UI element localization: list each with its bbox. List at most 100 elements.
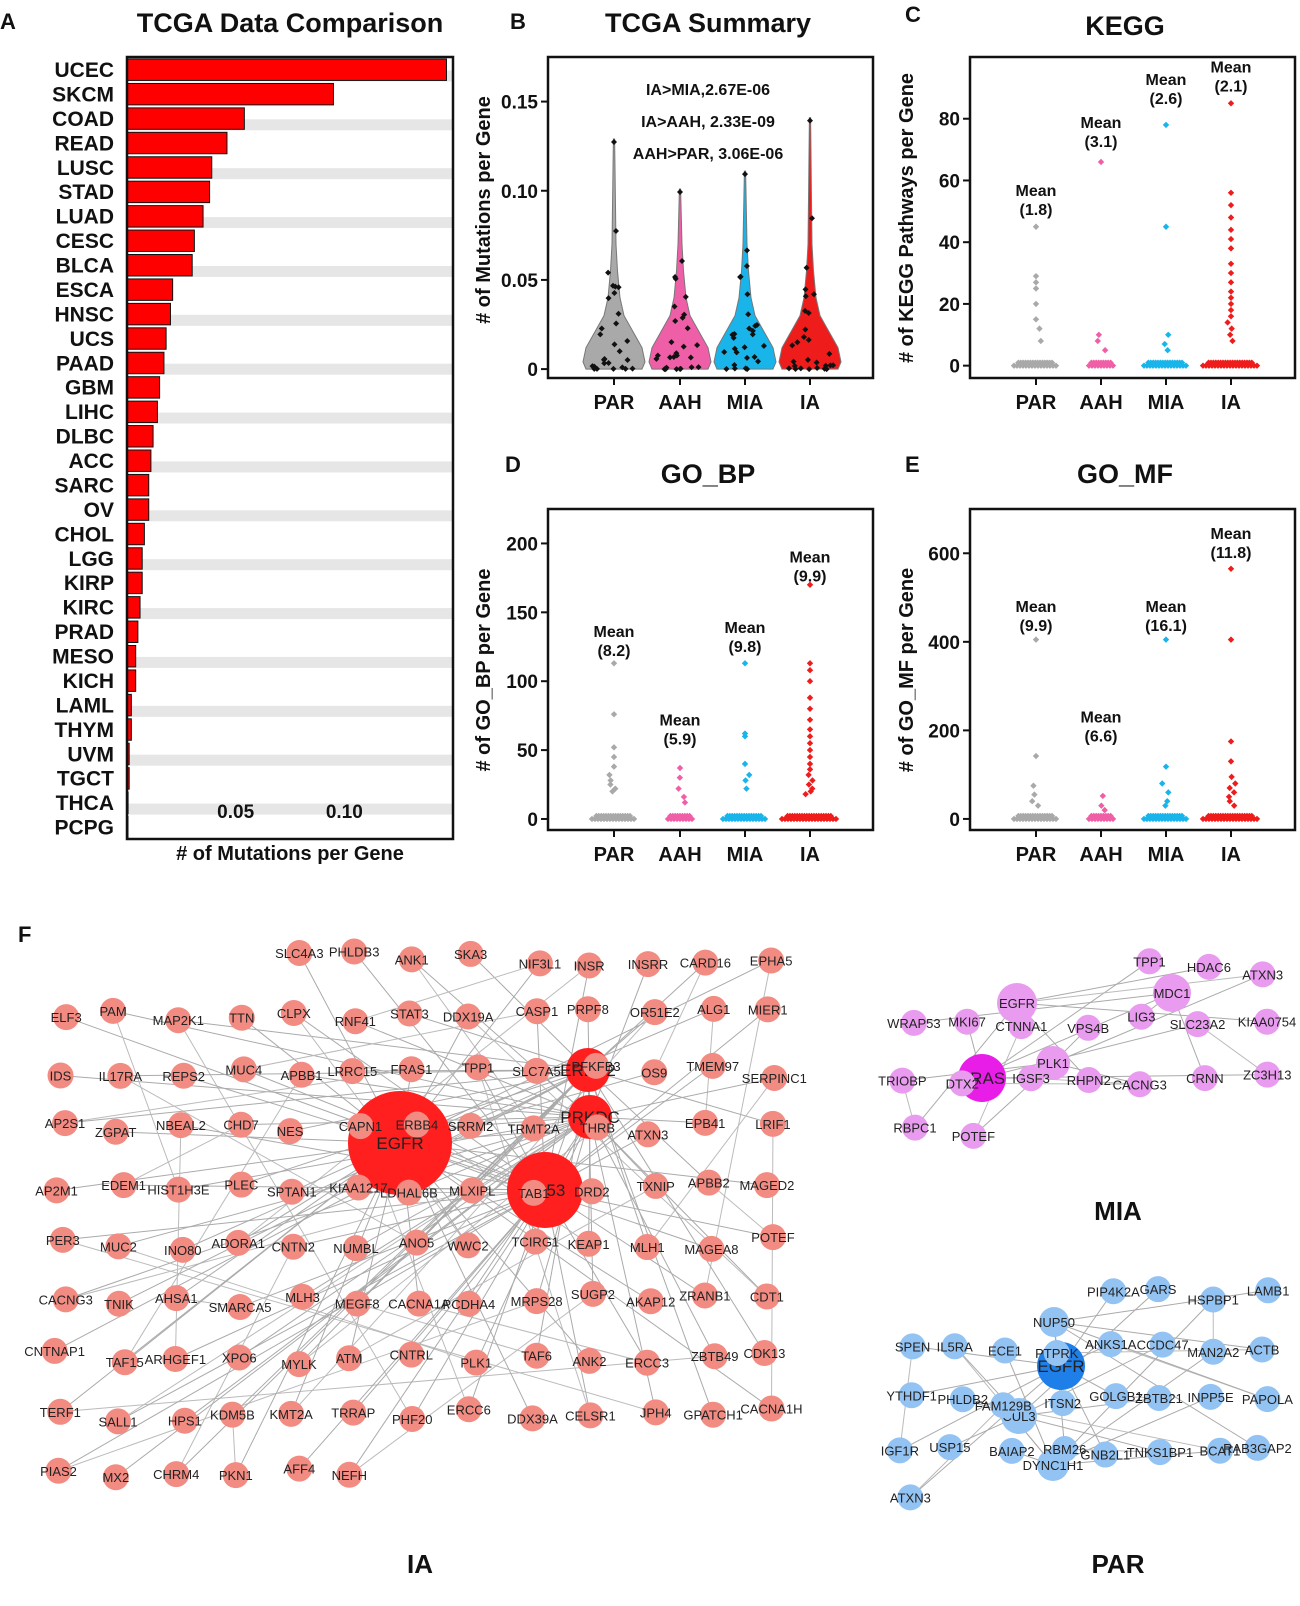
d-mean-value-ia: (9.9) <box>794 569 827 586</box>
e-point-base <box>1178 812 1186 820</box>
d-ytick-label: 50 <box>517 741 538 762</box>
ia-edge <box>409 1013 589 1071</box>
b-point <box>629 365 636 372</box>
c-xtick-label-ia: IA <box>1221 392 1241 414</box>
c-plot: 0 20 40 60 80 PAR AAH MIA IA Mean (1.8) Mean (3.1) Me… <box>939 55 1297 414</box>
par-node-label-phldb2: PHLDB2 <box>938 1392 989 1407</box>
mia-node-label-kiaa0754: KIAA0754 <box>1238 1015 1297 1030</box>
mia-node-wrap53 <box>900 1009 927 1036</box>
d-point-ia <box>809 777 816 784</box>
a-category-stad: STAD <box>58 181 114 204</box>
mia-edge <box>1052 973 1263 1064</box>
ia-node-tpp1 <box>464 1054 491 1081</box>
d-point-mia <box>746 771 753 779</box>
ia-node-label-muc4: MUC4 <box>225 1062 262 1077</box>
b-point <box>663 364 670 371</box>
b-violin-par <box>582 138 646 370</box>
d-point-ia <box>806 694 814 701</box>
ia-node-label-epb41: EPB41 <box>685 1116 725 1131</box>
par-node-label-inpp5e: INPP5E <box>1187 1390 1234 1405</box>
mia-node-atxn3 <box>1249 961 1276 988</box>
ia-node-mylk <box>286 1351 313 1378</box>
a-stripe <box>127 656 453 668</box>
ia-edge <box>235 1142 401 1476</box>
a-category-blca: BLCA <box>56 255 114 278</box>
ia-node-kdm5b <box>219 1401 246 1428</box>
b-point <box>615 310 622 317</box>
ia-node-label-mrps28: MRPS28 <box>511 1294 563 1309</box>
ia-edge <box>120 1075 417 1244</box>
par-node-rab3gap2 <box>1244 1434 1271 1461</box>
ia-node-kmt2a <box>278 1400 305 1427</box>
ia-node-label-sugp2: SUGP2 <box>571 1287 615 1302</box>
b-point <box>591 363 598 370</box>
c-ytick-label: 20 <box>939 295 960 316</box>
b-violin-ia <box>778 117 842 370</box>
ia-node-epha5 <box>758 947 785 974</box>
a-category-kirp: KIRP <box>64 572 114 595</box>
panel-label-c: C <box>905 2 921 27</box>
a-category-ucs: UCS <box>70 328 114 351</box>
ia-node-label-cntn2: CNTN2 <box>272 1240 315 1255</box>
c-ytick-label: 0 <box>949 357 960 378</box>
ia-node-ldhal6b <box>395 1179 422 1206</box>
mia-node-label-cacng3: CACNG3 <box>1113 1077 1167 1092</box>
ia-node-txnip <box>642 1172 669 1199</box>
ia-node-nif3l1 <box>526 950 553 977</box>
ia-node-erbb4 <box>403 1111 430 1138</box>
c-point-par <box>1032 279 1040 286</box>
b-point-max <box>742 171 748 178</box>
par-node-baiap2 <box>998 1437 1025 1464</box>
d-mean-label-aah: Mean <box>660 712 701 729</box>
ia-node-ska3 <box>457 940 484 967</box>
ia-node-label-ttn: TTN <box>229 1011 254 1026</box>
b-point <box>610 365 617 372</box>
b-point <box>830 362 837 369</box>
a-category-ov: OV <box>84 499 114 522</box>
d-point-base <box>630 815 638 823</box>
b-point <box>611 341 618 348</box>
ia-node-label-adora1: ADORA1 <box>211 1236 264 1251</box>
ia-node-label-plec: PLEC <box>224 1178 258 1193</box>
network-label-mia: MIA <box>1094 1196 1142 1226</box>
ia-node-elf3 <box>53 1004 80 1031</box>
a-xtick-label: 0.10 <box>326 802 363 823</box>
ia-node-rnf41 <box>342 1008 369 1035</box>
par-node-gars <box>1145 1276 1172 1303</box>
ia-node-label-ino80: INO80 <box>164 1243 202 1258</box>
b-point <box>744 291 751 298</box>
a-category-read: READ <box>54 132 114 155</box>
c-point-ia <box>1226 331 1234 338</box>
d-frame <box>546 507 875 832</box>
ia-node-label-kdm5b: KDM5B <box>210 1408 255 1423</box>
ia-node-label-tab1: TAB1 <box>518 1186 550 1201</box>
e-point-ia <box>1226 784 1233 792</box>
mia-node-label-crnn: CRNN <box>1186 1071 1224 1086</box>
ia-node-label-nif3l1: NIF3L1 <box>519 956 562 971</box>
a-stripe <box>127 705 453 717</box>
ia-node-pkn1 <box>222 1462 249 1489</box>
b-point <box>805 310 812 317</box>
ia-node-label-zbtb49: ZBTB49 <box>691 1349 739 1364</box>
ia-node-label-alg1: ALG1 <box>697 1002 730 1017</box>
ia-edge <box>293 1189 546 1248</box>
ia-node-label-wwc2: WWC2 <box>447 1238 488 1253</box>
e-point-mia <box>1162 636 1170 643</box>
a-bar-skcm <box>126 82 334 106</box>
a-category-lihc: LIHC <box>65 401 114 424</box>
ia-edge <box>544 1189 591 1416</box>
c-point-ia <box>1227 201 1235 209</box>
ia-node-label-txnip: TXNIP <box>637 1179 675 1194</box>
ia-node-label-lrif1: LRIF1 <box>755 1117 790 1132</box>
ia-edge <box>65 1189 473 1300</box>
d-mean-value-par: (8.2) <box>598 643 631 660</box>
ia-node-mlh1 <box>634 1234 661 1261</box>
a-bar-prad <box>126 620 139 643</box>
a-category-ucec: UCEC <box>54 59 114 82</box>
par-node-igf1r <box>886 1437 913 1464</box>
par-node-label-baiap2: BAIAP2 <box>989 1444 1035 1459</box>
d-point-mia <box>743 785 750 792</box>
